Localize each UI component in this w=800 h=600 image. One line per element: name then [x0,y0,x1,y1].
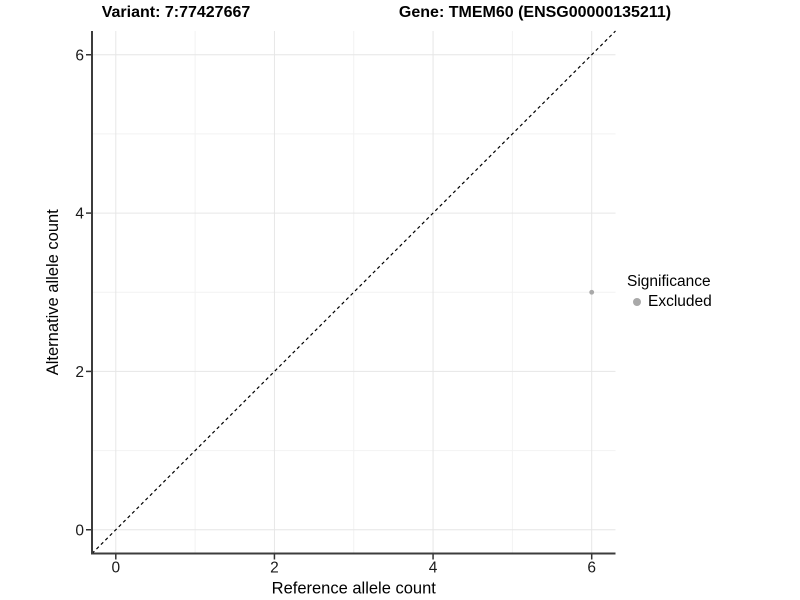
x-tick-label: 0 [111,560,120,577]
plot-title-variant: Variant: 7:77427667 [101,4,251,21]
x-tick-label: 4 [429,560,438,577]
x-tick-label: 2 [270,560,279,577]
legend-item-label: Excluded [648,293,712,310]
y-tick-label: 2 [75,364,84,381]
data-point-excluded [589,289,595,295]
excluded-point-icon [633,298,641,306]
y-axis-title: Alternative allele count [44,209,62,375]
y-tick-label: 0 [75,522,84,539]
y-tick-label: 4 [75,206,84,223]
x-tick-label: 6 [587,560,596,577]
y-tick-label: 6 [75,47,84,64]
legend-title: Significance [627,273,711,290]
plot-title-gene: Gene: TMEM60 (ENSG00000135211) [398,4,672,21]
legend-item-excluded: Excluded [627,293,712,311]
x-axis-title: Reference allele count [272,580,437,598]
legend: Significance Excluded [627,272,712,311]
